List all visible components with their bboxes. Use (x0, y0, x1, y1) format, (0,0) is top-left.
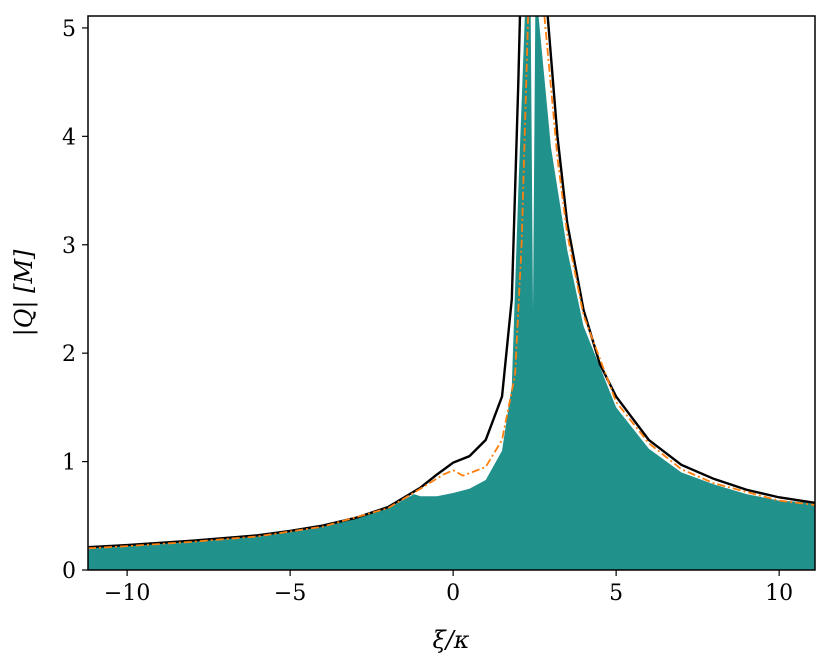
x-tick-label: 0 (446, 581, 460, 606)
y-tick-label: 3 (62, 234, 76, 259)
y-tick-label: 0 (62, 559, 76, 584)
y-axis-title: |Q| [M] (10, 249, 39, 336)
y-tick-label: 5 (62, 17, 76, 42)
axes-frame (87, 15, 816, 571)
y-tick-label: 2 (62, 342, 76, 367)
x-tick-label: 10 (765, 581, 793, 606)
y-tick-label: 1 (62, 451, 76, 476)
x-tick-label: 5 (609, 581, 623, 606)
y-tick-label: 4 (62, 125, 76, 150)
x-tick-label: −10 (104, 581, 150, 606)
line (88, 16, 815, 549)
line (88, 16, 815, 550)
area (88, 16, 815, 570)
plot-area (88, 16, 815, 570)
x-axis-title: ξ/κ (432, 626, 469, 654)
x-tick-label: −5 (274, 581, 306, 606)
